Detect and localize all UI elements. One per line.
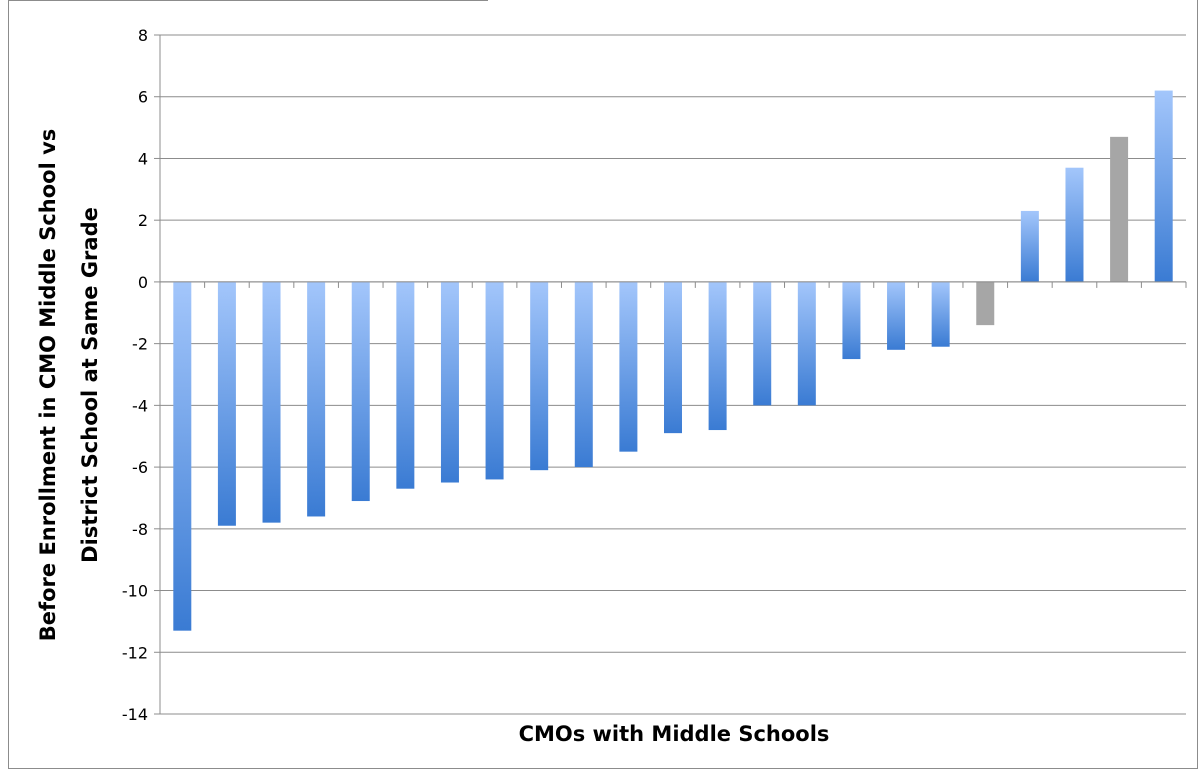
bar xyxy=(931,281,950,347)
bar xyxy=(708,281,727,431)
y-axis-title: Before Enrollment in CMO Middle School v… xyxy=(36,129,102,642)
bar xyxy=(887,281,906,350)
y-tick-label: -6 xyxy=(132,458,148,477)
bars xyxy=(173,90,1173,631)
bar xyxy=(619,281,638,452)
y-tick-label: -4 xyxy=(132,396,148,415)
bar xyxy=(797,281,816,406)
x-tick-marks xyxy=(159,281,1187,288)
bar xyxy=(1065,167,1084,282)
bar xyxy=(440,281,459,483)
y-tick-labels: 8 6 4 2 0 -2 -4 -6 -8 -10 -12 -14 xyxy=(122,26,148,724)
y-tick-label: 6 xyxy=(138,88,148,107)
bar xyxy=(217,281,236,526)
bar xyxy=(976,281,995,326)
bar xyxy=(1154,90,1173,282)
bar xyxy=(396,281,415,489)
bar xyxy=(664,281,682,434)
y-tick-label: 2 xyxy=(138,211,148,230)
y-tick-label: 4 xyxy=(138,149,148,168)
y-tick-label: -10 xyxy=(122,582,148,601)
y-tick-label: -12 xyxy=(122,643,148,662)
y-tick-label: -14 xyxy=(122,705,148,724)
bar xyxy=(753,281,772,406)
y-axis-title-line-2: District School at Same Grade xyxy=(78,207,102,563)
bar xyxy=(574,281,593,468)
bar xyxy=(262,281,281,523)
bar xyxy=(351,281,370,502)
chart-frame xyxy=(8,0,1198,769)
bar xyxy=(1020,210,1039,282)
chart-frame-top-edge xyxy=(8,0,488,1)
bar xyxy=(307,281,326,517)
bar xyxy=(842,281,861,360)
bar xyxy=(485,281,504,480)
y-tick-label: 8 xyxy=(138,26,148,45)
y-tick-label: -2 xyxy=(132,335,148,354)
x-axis-title: CMOs with Middle Schools xyxy=(519,722,830,746)
y-axis-title-line-1: Before Enrollment in CMO Middle School v… xyxy=(36,129,60,642)
y-tick-label: -8 xyxy=(132,520,148,539)
bar xyxy=(530,281,549,471)
bar xyxy=(173,281,192,631)
y-tick-label: 0 xyxy=(138,273,148,292)
bar xyxy=(1110,136,1129,282)
